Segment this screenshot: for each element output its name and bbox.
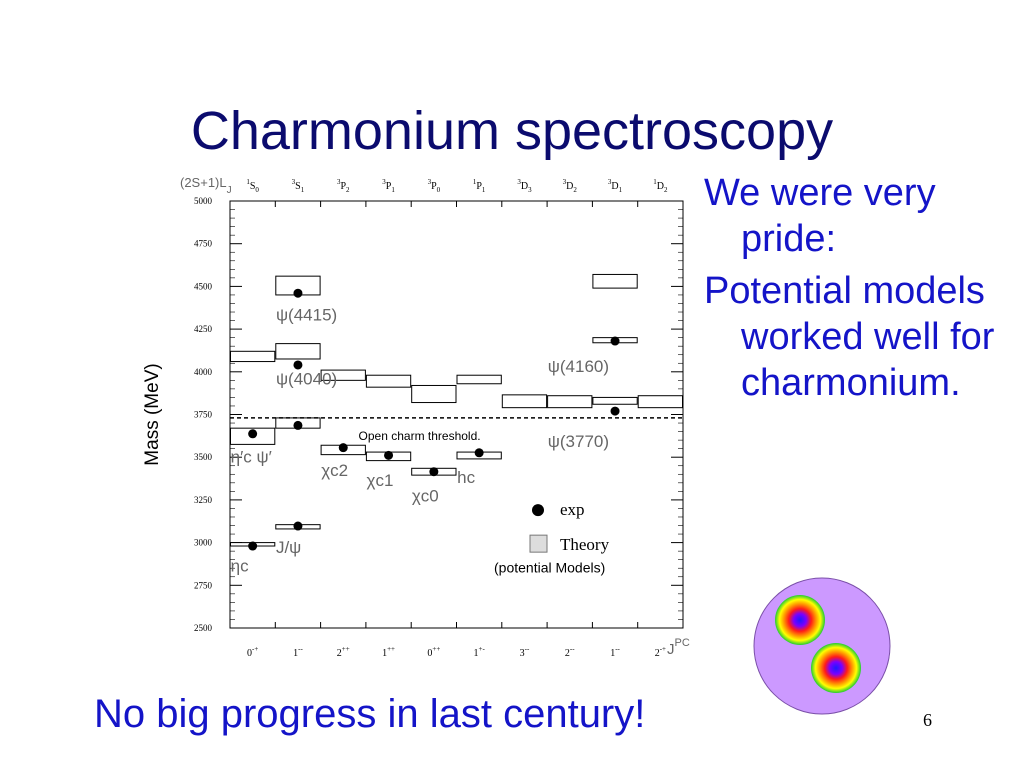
bottom-axis-label: JPC — [667, 637, 690, 658]
exp-point — [429, 467, 439, 477]
column-state-label: 3S1 — [292, 178, 305, 194]
theory-box — [592, 396, 638, 405]
column-state-label: 3P0 — [428, 178, 441, 194]
state-label: ψ(4415) — [276, 306, 337, 325]
atom-boundary — [753, 577, 891, 715]
exp-point — [293, 521, 303, 531]
column-jpc-label: 1+- — [474, 645, 486, 659]
y-tick-label: 2750 — [194, 580, 213, 590]
exp-point — [248, 541, 258, 551]
state-label: J/ψ — [276, 538, 301, 557]
exp-point — [474, 448, 484, 458]
bullet-list: We were very pride: Potential models wor… — [704, 170, 1019, 412]
y-tick-label: 4250 — [194, 324, 213, 334]
threshold-label: Open charm threshold. — [359, 429, 481, 443]
column-state-label: 3D3 — [517, 178, 532, 194]
column-jpc-label: 1-- — [610, 645, 620, 659]
column-state-label: 3D1 — [608, 178, 623, 194]
y-tick-label: 4750 — [194, 239, 213, 249]
exp-point — [384, 450, 394, 460]
antiquark — [811, 643, 861, 693]
column-state-label: 3P1 — [382, 178, 395, 194]
legend-exp-label: exp — [560, 500, 585, 519]
top-axis-label: (2S+1)LJ — [180, 175, 232, 196]
column-jpc-label: 1++ — [382, 645, 395, 659]
column-jpc-label: 3-- — [520, 645, 530, 659]
slide-title: Charmonium spectroscopy — [190, 101, 834, 161]
bullet-item: We were very pride: — [704, 172, 936, 260]
y-tick-label: 3000 — [194, 538, 213, 548]
theory-box — [501, 394, 548, 409]
legend-exp-marker — [532, 504, 544, 517]
y-tick-label: 3500 — [194, 452, 213, 462]
plot-area: 2500 2750 3000 3250 3500 3750 4000 4250 4500 4750… — [142, 175, 690, 659]
column-jpc-label: 0-+ — [247, 645, 258, 659]
y-tick-label: 3250 — [194, 495, 213, 505]
column-state-label: 1S0 — [246, 178, 259, 194]
theory-box — [592, 273, 638, 289]
column-jpc-label: 2-- — [565, 645, 575, 659]
column-state-label: 3D2 — [563, 178, 578, 194]
charmonium-spectrum-chart: 2500 2750 3000 3250 3500 3750 4000 4250 4500 4750… — [142, 175, 690, 659]
exp-point — [610, 406, 620, 416]
exp-point — [293, 288, 303, 298]
theory-box — [456, 374, 502, 385]
column-state-label: 3P2 — [337, 178, 350, 194]
quark — [775, 595, 825, 645]
legend-theory-marker — [529, 534, 548, 553]
y-tick-label: 3750 — [194, 410, 213, 420]
exp-point — [338, 443, 348, 453]
charmonium-atom-icon — [753, 577, 891, 715]
bullet-item: Potential models worked well for charmon… — [704, 270, 995, 404]
y-tick-label: 4000 — [194, 367, 213, 377]
y-axis-label: Mass (MeV) — [142, 363, 163, 465]
theory-box — [637, 395, 684, 409]
state-label: χc0 — [412, 487, 439, 506]
exp-point — [293, 360, 303, 370]
exp-point — [293, 420, 303, 430]
state-label: ψ(4160) — [548, 357, 609, 376]
theory-box — [411, 384, 457, 404]
column-state-label: 1D2 — [653, 178, 668, 194]
y-tick-label: 5000 — [194, 196, 213, 206]
column-jpc-label: 2-+ — [655, 645, 666, 659]
state-label: η′c ψ′ — [231, 447, 272, 466]
state-label: hc — [457, 468, 475, 487]
exp-point — [610, 336, 620, 346]
legend-note: (potential Models) — [494, 559, 605, 575]
y-tick-label: 4500 — [194, 281, 213, 291]
theory-box — [230, 350, 276, 363]
footer-text: No big progress in last century! — [94, 692, 646, 736]
exp-point — [248, 429, 258, 439]
legend-theory-label: Theory — [560, 535, 610, 554]
page-number: 6 — [923, 710, 932, 730]
theory-box — [320, 369, 366, 381]
column-state-label: 1P1 — [473, 178, 486, 194]
state-label: χc2 — [321, 461, 348, 480]
theory-box — [365, 374, 412, 388]
theory-box — [547, 395, 593, 409]
theory-box — [275, 343, 321, 360]
state-label: ηc — [231, 557, 249, 576]
y-tick-label: 2500 — [194, 623, 213, 633]
state-label: χc1 — [367, 471, 394, 490]
state-label: ψ(3770) — [548, 432, 609, 451]
state-label: ψ(4040) — [276, 370, 337, 389]
column-jpc-label: 2++ — [337, 645, 350, 659]
column-jpc-label: 1-- — [293, 645, 303, 659]
column-jpc-label: 0++ — [427, 645, 440, 659]
